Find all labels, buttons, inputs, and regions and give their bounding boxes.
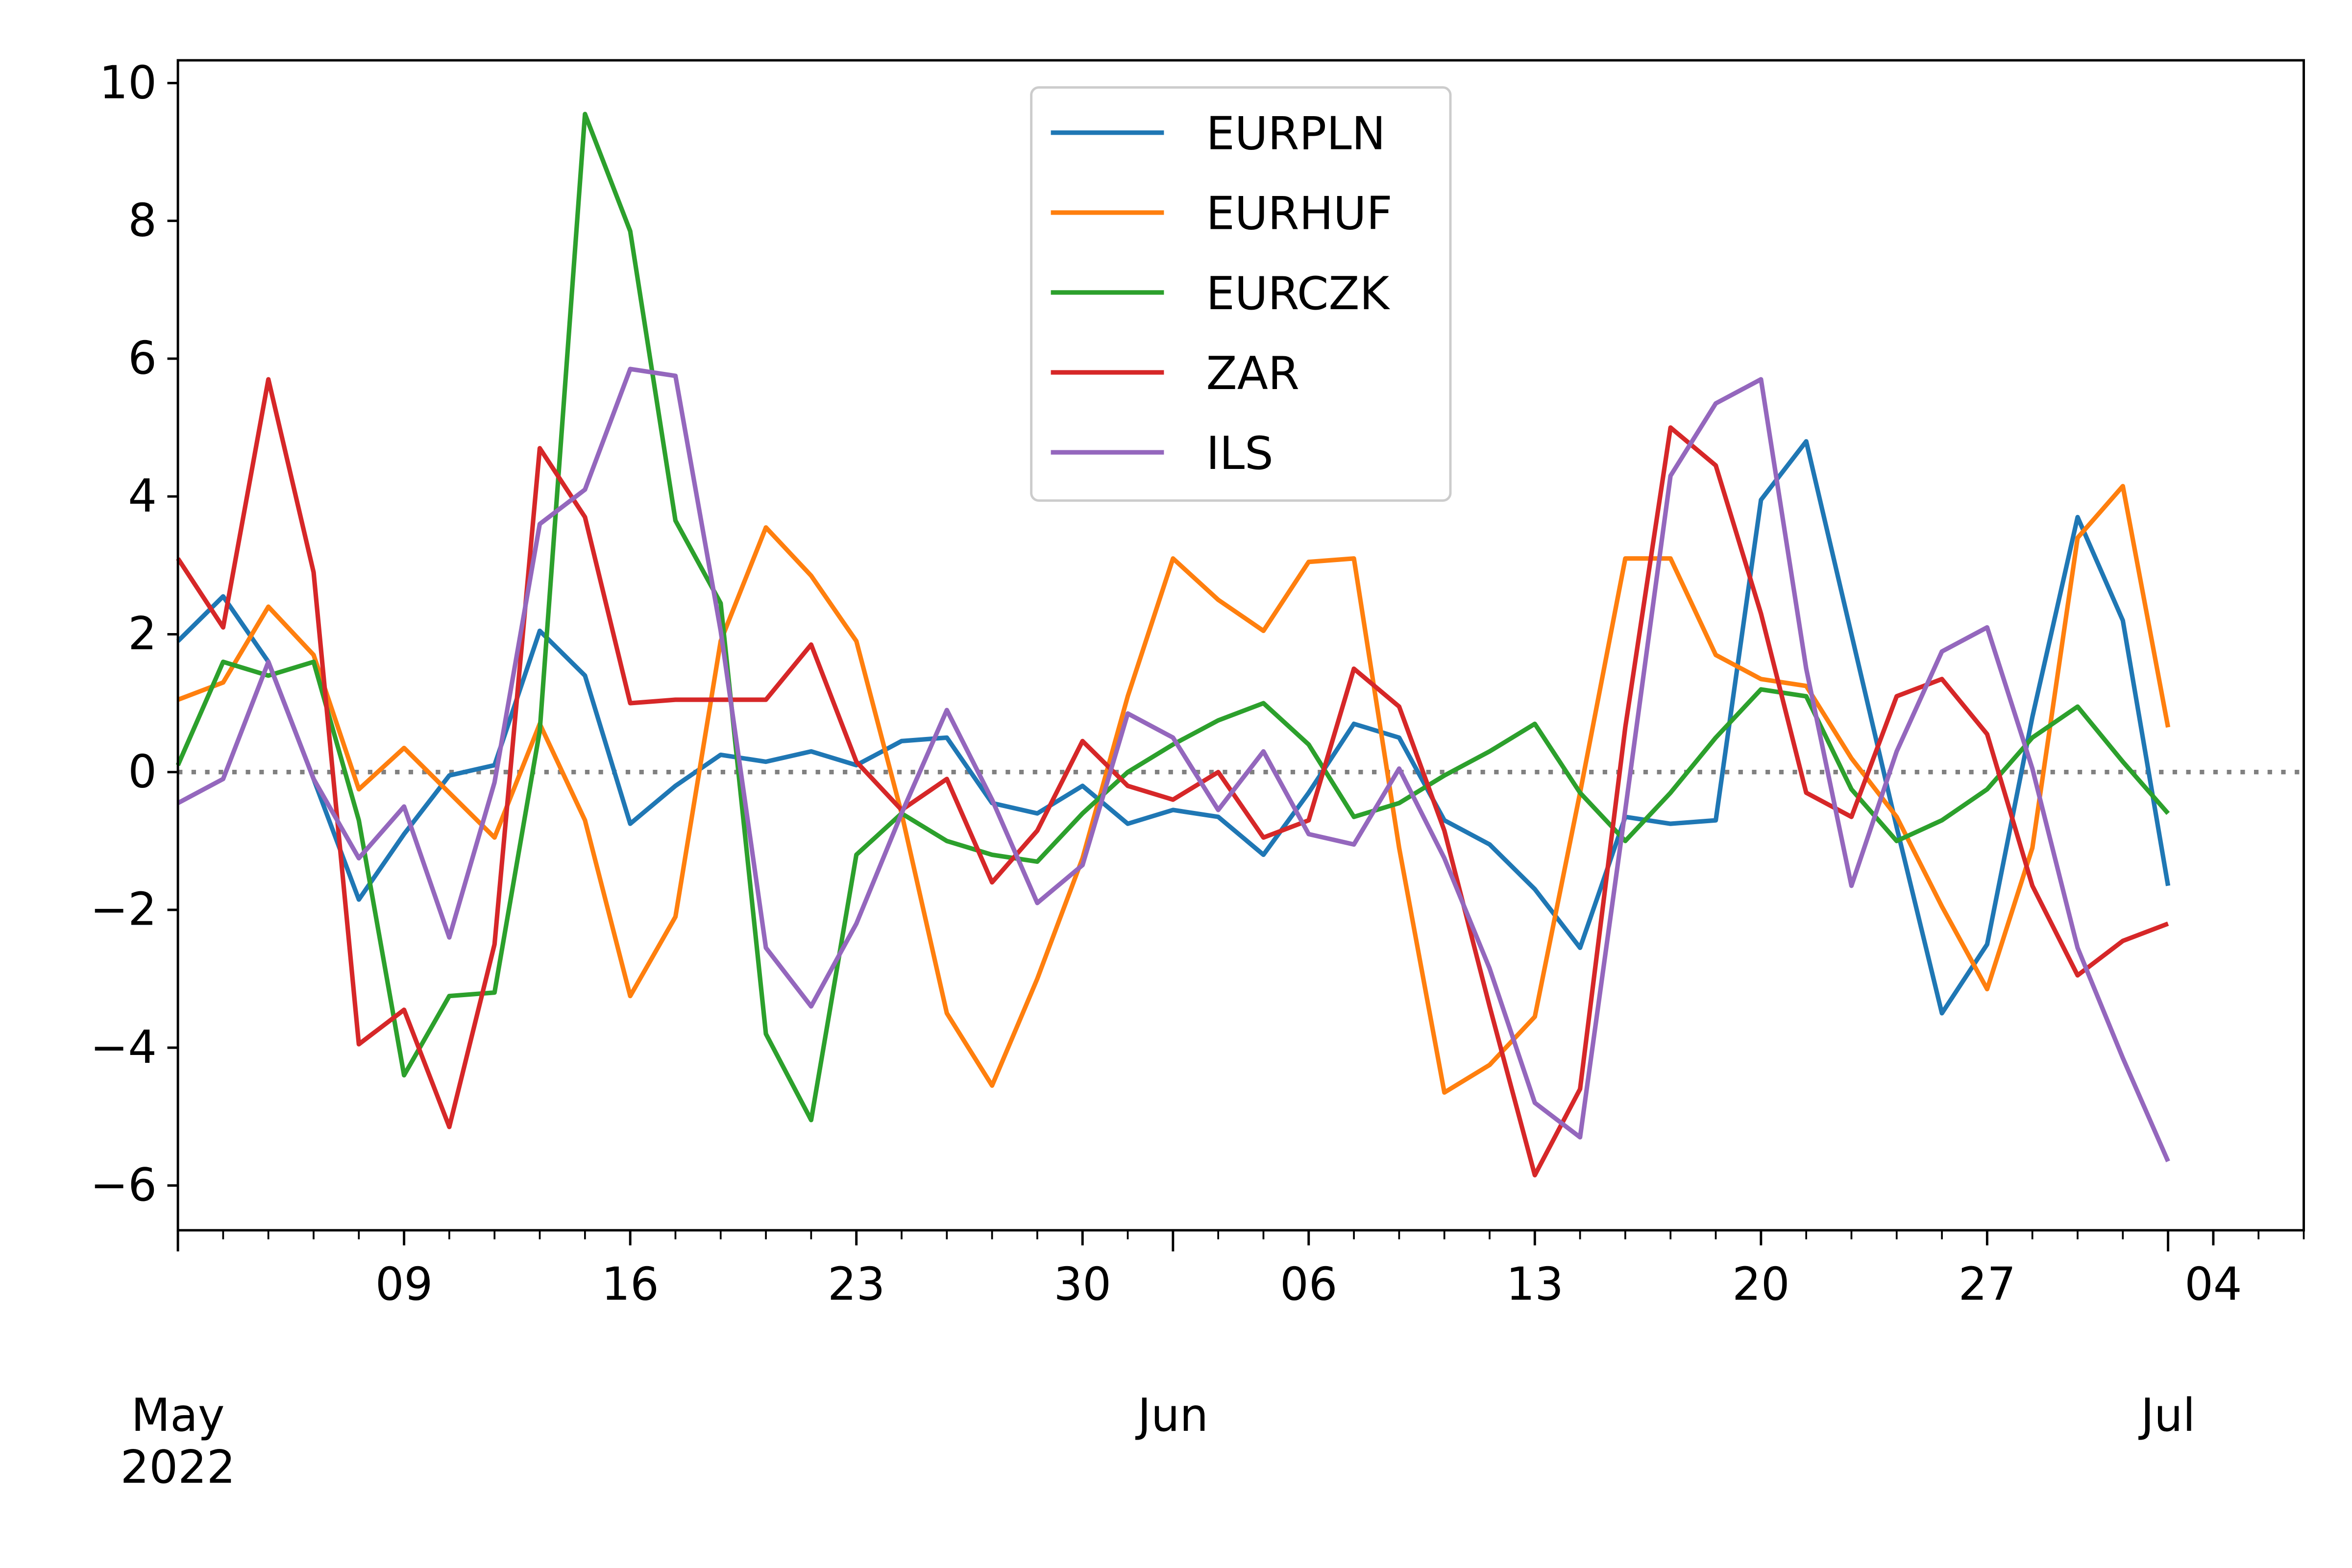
plot-frame [176, 59, 2305, 1232]
legend: EURPLN EURHUF EURCZK ZAR ILS [1030, 86, 1452, 502]
series-line [175, 112, 2170, 1123]
y-tick-label: 10 [99, 56, 157, 109]
x-tick-label: 16 [601, 1257, 659, 1310]
y-tick-label: −6 [90, 1158, 157, 1211]
series-line [176, 367, 2170, 1163]
legend-box [1030, 86, 1452, 502]
x-tick-label: 13 [1506, 1257, 1564, 1310]
x-major-tick-label: Jun [1135, 1389, 1208, 1442]
x-tick-label: 09 [375, 1257, 433, 1310]
y-tick-label: 0 [128, 745, 157, 798]
legend-label: EURPLN [1206, 107, 1386, 160]
legend-label: EURCZK [1206, 267, 1391, 320]
y-tick-label: 6 [128, 332, 157, 385]
legend-label: ILS [1206, 427, 1274, 480]
y-tick-label: −4 [90, 1021, 157, 1074]
x-tick-label: 30 [1054, 1257, 1111, 1310]
x-tick-label: 23 [828, 1257, 885, 1310]
series-line [176, 439, 2171, 1016]
y-tick-label: 2 [128, 607, 157, 660]
x-tick-label: 27 [1959, 1257, 2016, 1310]
x-major-tick-label: May 2022 [121, 1389, 236, 1494]
x-tick-label: 06 [1280, 1257, 1337, 1310]
y-tick-label: −2 [90, 883, 157, 936]
x-major-tick-label: Jul [2138, 1389, 2195, 1442]
y-tick-label: 8 [128, 194, 157, 246]
legend-label: ZAR [1206, 347, 1299, 400]
x-tick-label: 20 [1732, 1257, 1789, 1310]
x-tick-label: 04 [2184, 1257, 2242, 1310]
y-tick-label: 4 [128, 469, 157, 522]
legend-label: EURHUF [1206, 187, 1393, 240]
